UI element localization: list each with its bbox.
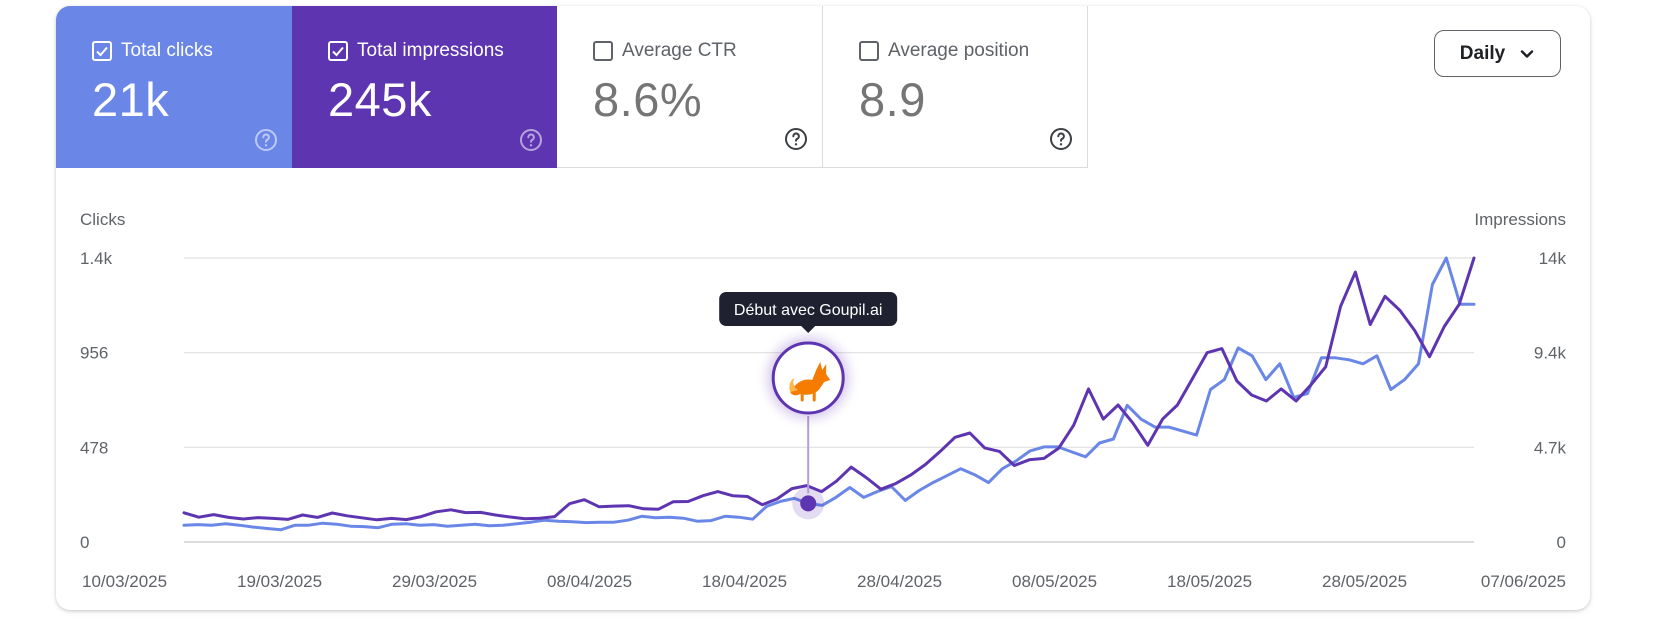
annotation-marker[interactable]: Début avec Goupil.ai: [719, 292, 898, 520]
x-tick: 08/04/2025: [547, 572, 632, 591]
metric-label: Total impressions: [357, 40, 504, 61]
y-tick-left: 0: [80, 533, 89, 552]
annotation-tooltip: [719, 292, 898, 326]
y-tick-right: 4.7k: [1534, 438, 1567, 457]
y-tick-right: 14k: [1539, 249, 1567, 268]
period-dropdown[interactable]: Daily: [1434, 30, 1561, 77]
fox-icon: [789, 362, 831, 402]
metric-average-ctr[interactable]: Average CTR 8.6%: [557, 6, 823, 168]
metric-total-clicks[interactable]: Total clicks 21k: [56, 6, 292, 168]
metric-value: 8.6%: [593, 73, 703, 126]
performance-card: Total clicks 21k Total impressions 245k …: [56, 6, 1590, 610]
y-axis-right-ticks: 14k 9.4k 4.7k 0: [1534, 249, 1567, 552]
period-dropdown-label: Daily: [1459, 42, 1506, 64]
x-tick: 18/04/2025: [702, 572, 787, 591]
annotation-label: Début avec Goupil.ai: [734, 302, 883, 319]
fox-badge[interactable]: [771, 341, 845, 415]
y-tick-left: 1.4k: [80, 249, 113, 268]
performance-chart: Clicks Impressions 1.4k 956 478 0 14k 9.4k 4.…: [80, 210, 1567, 591]
x-tick: 28/04/2025: [857, 572, 942, 591]
x-axis-ticks: 10/03/2025 19/03/2025 29/03/2025 08/04/2025…: [82, 572, 1566, 591]
y-axis-right-title: Impressions: [1474, 210, 1566, 229]
x-tick: 19/03/2025: [237, 572, 322, 591]
metric-label: Total clicks: [121, 40, 213, 61]
metric-value: 21k: [92, 73, 170, 126]
x-tick: 28/05/2025: [1322, 572, 1407, 591]
fox-tail: [789, 378, 799, 392]
checkbox-unchecked-icon[interactable]: [859, 41, 879, 61]
fox-body: [790, 362, 831, 396]
checkbox-checked-icon[interactable]: [92, 41, 112, 61]
y-tick-left: 956: [80, 344, 108, 363]
y-axis-left-title: Clicks: [80, 210, 125, 229]
y-tick-right: 0: [1557, 533, 1566, 552]
tooltip-arrow: [801, 326, 816, 333]
x-tick: 08/05/2025: [1012, 572, 1097, 591]
metric-label: Average CTR: [622, 40, 737, 61]
series-lines: [182, 256, 1476, 532]
y-axis-left-ticks: 1.4k 956 478 0: [80, 249, 113, 552]
metric-label: Average position: [888, 40, 1030, 61]
y-tick-left: 478: [80, 438, 108, 457]
help-icon[interactable]: [519, 128, 543, 152]
chevron-down-icon: [1521, 49, 1534, 58]
y-tick-right: 9.4k: [1534, 344, 1567, 363]
series-line-impressions: [182, 256, 1476, 522]
metric-average-position[interactable]: Average position 8.9: [823, 6, 1088, 168]
help-icon[interactable]: [1049, 127, 1073, 151]
fox-legs: [800, 390, 816, 402]
checkbox-unchecked-icon[interactable]: [593, 41, 613, 61]
series-line-clicks: [182, 256, 1476, 532]
x-tick: 10/03/2025: [82, 572, 167, 591]
metric-value: 245k: [328, 73, 432, 126]
metric-total-impressions[interactable]: Total impressions 245k: [292, 6, 557, 168]
checkbox-checked-icon[interactable]: [328, 41, 348, 61]
help-icon[interactable]: [254, 128, 278, 152]
x-tick: 18/05/2025: [1167, 572, 1252, 591]
annotation-dot[interactable]: [800, 495, 817, 512]
x-tick: 07/06/2025: [1481, 572, 1566, 591]
x-tick: 29/03/2025: [392, 572, 477, 591]
help-icon[interactable]: [784, 127, 808, 151]
metric-value: 8.9: [859, 73, 926, 126]
